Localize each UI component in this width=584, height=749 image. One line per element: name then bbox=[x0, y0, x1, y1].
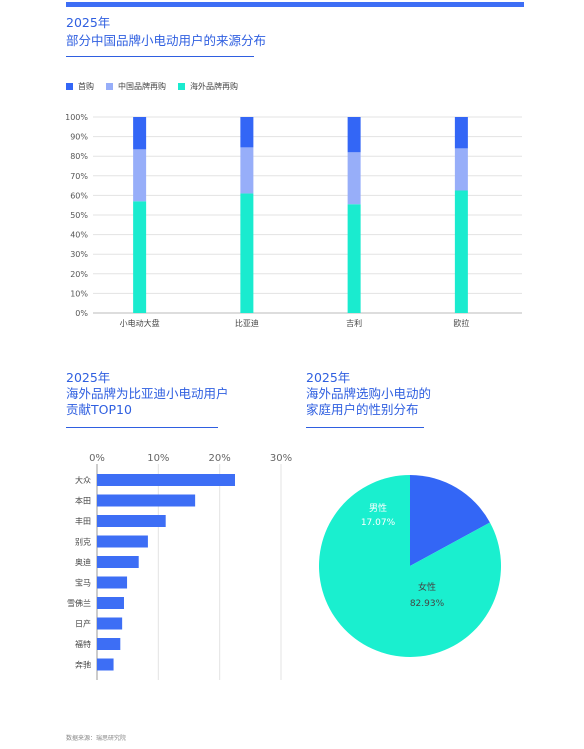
section1-year: 2025年 bbox=[66, 15, 111, 30]
y-tick-label: 福特 bbox=[75, 639, 91, 649]
bar-segment bbox=[454, 190, 468, 313]
legend-item-foreign-rebuy: 海外品牌再购 bbox=[178, 81, 238, 92]
legend-swatch bbox=[106, 83, 113, 90]
y-tick-label: 雪佛兰 bbox=[67, 598, 91, 608]
section2-underline bbox=[66, 427, 218, 428]
page-title: 部分中国品牌小电动用户的来源分布 bbox=[66, 33, 267, 48]
bar bbox=[97, 556, 139, 568]
bar-segment bbox=[240, 193, 254, 313]
pie-slice bbox=[319, 475, 501, 657]
bar-segment bbox=[347, 152, 361, 205]
y-tick-label: 宝马 bbox=[75, 578, 91, 588]
bar bbox=[97, 576, 128, 589]
top-accent-bar bbox=[66, 2, 524, 7]
data-source-note: 数据来源：瑞思研究院 bbox=[66, 735, 127, 742]
bar-segment bbox=[347, 204, 361, 313]
y-tick-label: 20% bbox=[70, 270, 88, 279]
x-tick-label: 0% bbox=[89, 453, 105, 464]
pie-label: 女性 bbox=[418, 581, 436, 593]
bar bbox=[97, 597, 124, 609]
x-tick-label: 欧拉 bbox=[453, 318, 469, 328]
x-tick-label: 30% bbox=[270, 453, 292, 464]
x-tick-label: 小电动大盘 bbox=[120, 318, 160, 328]
y-tick-label: 80% bbox=[70, 152, 88, 161]
pie-label: 男性 bbox=[369, 502, 387, 514]
bar bbox=[97, 658, 114, 671]
section2-title-line2: 贡献TOP10 bbox=[66, 402, 132, 417]
legend-item-first-buy: 首购 bbox=[66, 81, 94, 92]
stacked-chart-legend: 首购 中国品牌再购 海外品牌再购 bbox=[66, 81, 250, 92]
x-tick-label: 吉利 bbox=[346, 318, 362, 328]
bar bbox=[97, 535, 148, 548]
legend-swatch bbox=[178, 83, 185, 90]
x-tick-label: 10% bbox=[147, 453, 169, 464]
y-tick-label: 70% bbox=[70, 172, 88, 181]
title-underline bbox=[66, 56, 254, 57]
legend-item-cn-rebuy: 中国品牌再购 bbox=[106, 81, 166, 92]
section3-title-line2: 家庭用户的性别分布 bbox=[306, 402, 419, 417]
section3-underline bbox=[306, 427, 424, 428]
bar bbox=[97, 515, 166, 527]
y-tick-label: 100% bbox=[65, 113, 88, 122]
legend-label: 中国品牌再购 bbox=[118, 82, 166, 91]
bar-segment bbox=[133, 149, 147, 202]
bar-segment bbox=[347, 117, 361, 153]
x-tick-label: 20% bbox=[209, 453, 231, 464]
section3-year: 2025年 bbox=[306, 370, 351, 385]
legend-swatch bbox=[66, 83, 73, 90]
section3-title-line1: 海外品牌选购小电动的 bbox=[306, 386, 432, 401]
x-tick-label: 比亚迪 bbox=[235, 318, 259, 328]
bar bbox=[97, 617, 123, 630]
y-tick-label: 90% bbox=[70, 133, 88, 142]
y-tick-label: 本田 bbox=[75, 496, 91, 506]
y-tick-label: 丰田 bbox=[75, 516, 91, 526]
bar bbox=[97, 474, 235, 486]
legend-label: 海外品牌再购 bbox=[190, 82, 238, 91]
bar bbox=[97, 494, 196, 507]
section2-year: 2025年 bbox=[66, 370, 111, 385]
bar-segment bbox=[133, 201, 147, 313]
pie-value-label: 17.07% bbox=[361, 518, 396, 528]
bar-segment bbox=[240, 147, 254, 194]
y-tick-label: 0% bbox=[75, 309, 88, 318]
bar-segment bbox=[133, 117, 147, 150]
bar-segment bbox=[240, 117, 254, 148]
y-tick-label: 奔驰 bbox=[75, 660, 91, 670]
y-tick-label: 60% bbox=[70, 191, 88, 200]
y-tick-label: 别克 bbox=[75, 538, 91, 547]
y-tick-label: 50% bbox=[70, 211, 88, 220]
y-tick-label: 奥迪 bbox=[75, 557, 91, 567]
y-tick-label: 30% bbox=[70, 250, 88, 259]
pie-chart: 男性 17.07% 女性 82.93% bbox=[319, 475, 501, 657]
y-tick-label: 日产 bbox=[75, 619, 91, 629]
section2-title-line1: 海外品牌为比亚迪小电动用户 bbox=[66, 386, 229, 401]
stacked-bar-chart: 0% 10% 20% 30% 40% 50% 60% 70% 80% 90% 100% 小电动大盘 比亚… bbox=[65, 113, 522, 328]
y-tick-label: 大众 bbox=[75, 475, 91, 485]
pie-value-label: 82.93% bbox=[410, 599, 445, 609]
legend-label: 首购 bbox=[78, 82, 94, 91]
pie-slice bbox=[410, 475, 490, 566]
bar bbox=[97, 638, 121, 650]
bar-segment bbox=[454, 117, 468, 149]
y-tick-label: 40% bbox=[70, 231, 88, 240]
bar-segment bbox=[454, 148, 468, 191]
y-tick-label: 10% bbox=[70, 289, 88, 298]
